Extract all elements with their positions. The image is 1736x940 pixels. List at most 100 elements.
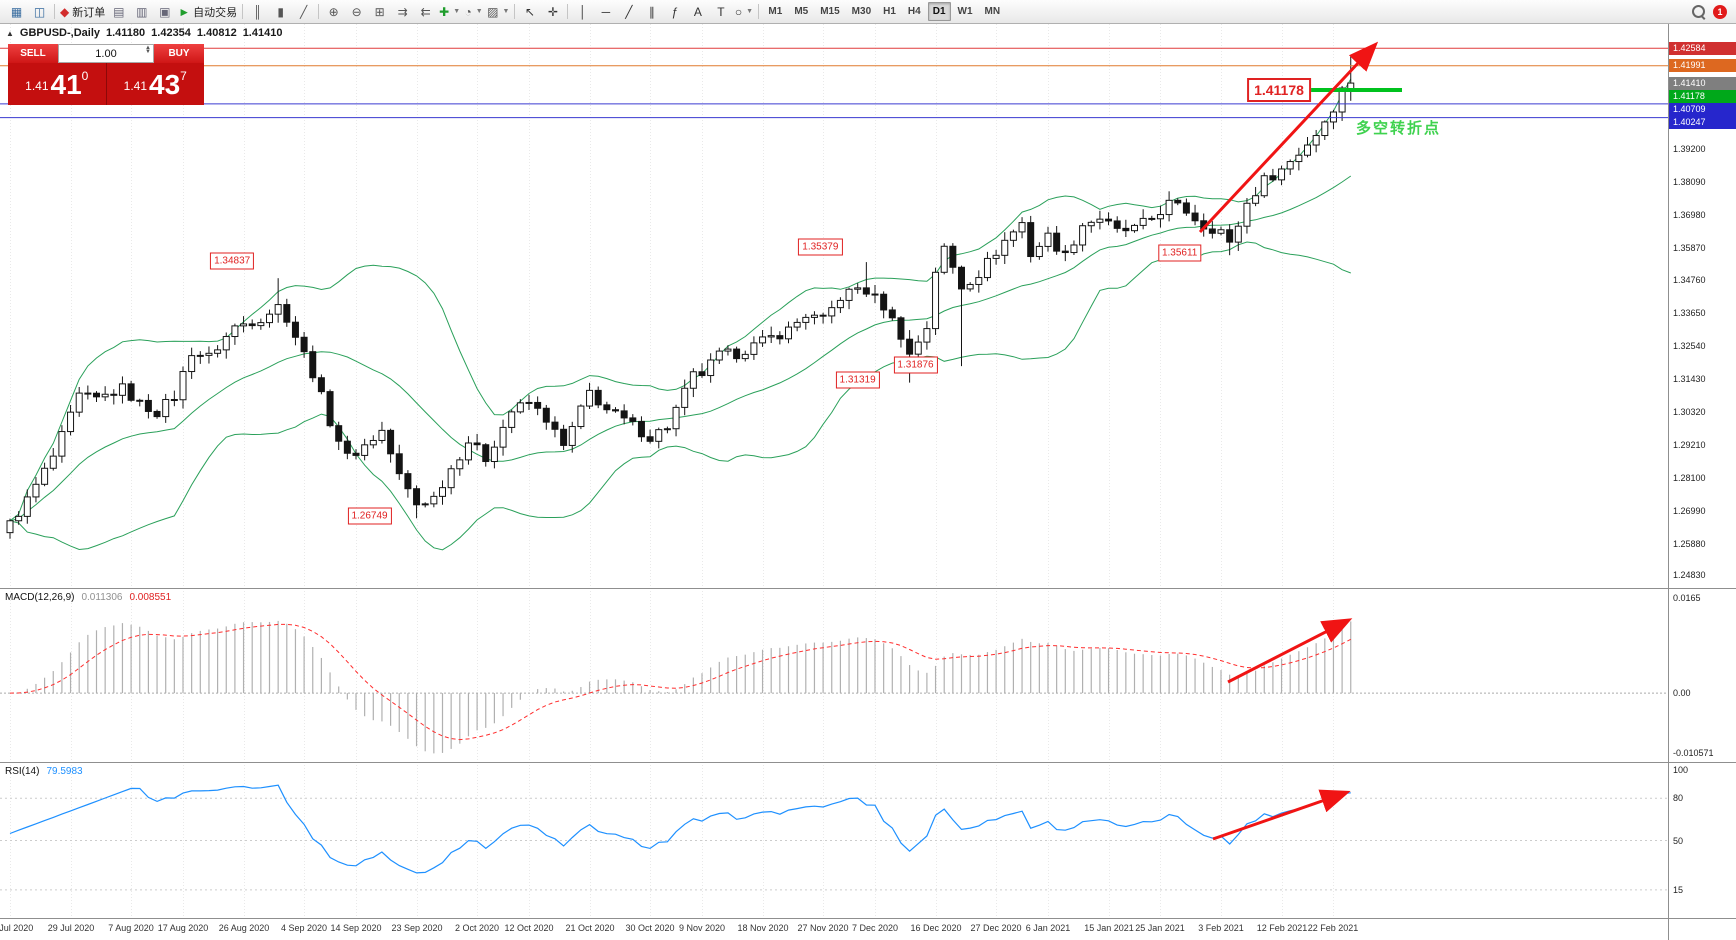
price-axis-tick: 1.30320 — [1673, 407, 1706, 418]
auto-scroll-icon[interactable]: ⇉ — [391, 2, 414, 22]
macd-panel-separator[interactable] — [0, 588, 1736, 589]
grid-lines — [10, 24, 1334, 918]
volume-input[interactable]: 1.00 ▲ ▼ — [58, 44, 154, 63]
shapes-icon[interactable]: ○ ▼ — [732, 2, 755, 22]
horizontal-line-icon[interactable]: ─ — [594, 2, 617, 22]
chart-shift-icon[interactable]: ⇇ — [414, 2, 437, 22]
timeframe-h1[interactable]: H1 — [883, 6, 896, 17]
price-axis-tick: 1.34760 — [1673, 275, 1706, 286]
sell-price[interactable]: 1.41 41 0 — [8, 63, 107, 105]
indicators-icon[interactable]: ✚ ▼ — [437, 2, 462, 22]
candlestick-mode-icon[interactable]: ▮ — [269, 2, 292, 22]
toolbar-separator — [567, 4, 569, 19]
new-chart-icon[interactable]: ▦ — [5, 2, 28, 22]
price-axis-tick: 1.33650 — [1673, 308, 1706, 319]
timeframe-h4[interactable]: H4 — [907, 6, 921, 17]
rsi-label: RSI(14) 79.5983 — [5, 766, 83, 777]
toolbar-separator — [514, 4, 516, 19]
date-axis-label: 7 Aug 2020 — [108, 923, 154, 933]
price-axis-tick: 1.29210 — [1673, 440, 1706, 451]
tile-windows-icon[interactable]: ⊞ — [368, 2, 391, 22]
vertical-line-icon[interactable]: │ — [571, 2, 594, 22]
trend-arrow-3[interactable] — [1212, 789, 1351, 841]
fibonacci-icon[interactable]: ƒ — [663, 2, 686, 22]
level-lines[interactable] — [0, 47, 1668, 119]
price-flag-1.31319[interactable]: 1.31319 — [835, 371, 880, 389]
crosshair-glyph-icon: ✛ — [547, 4, 558, 19]
timeframe-d1[interactable]: D1 — [927, 2, 951, 21]
crosshair-icon[interactable]: ✛ — [541, 2, 564, 22]
price-axis-tick: 1.24830 — [1673, 570, 1706, 581]
ohlc-close: 1.41410 — [242, 27, 283, 39]
price-axis-tick: 1.31430 — [1673, 374, 1706, 385]
date-axis-label: 20 Jul 2020 — [0, 923, 34, 933]
market-watch-icon[interactable]: ▤ — [107, 2, 130, 22]
text-label-icon[interactable]: T — [709, 2, 732, 22]
buy-price[interactable]: 1.41 43 7 — [106, 63, 204, 105]
trend-arrow-1[interactable] — [1198, 41, 1379, 234]
notifications-badge[interactable]: 1 — [1713, 4, 1727, 19]
equidistant-channel-icon[interactable]: ∥ — [640, 2, 663, 22]
trend-arrow-2[interactable] — [1227, 618, 1353, 684]
bar-chart-mode-icon[interactable]: ║ — [246, 2, 269, 22]
text-icon[interactable]: A — [686, 2, 709, 22]
spinner-up-icon[interactable]: ▲ — [145, 45, 151, 51]
templates-dropdown-icon[interactable]: ▼ — [502, 8, 510, 15]
shapes-dropdown-icon[interactable]: ▼ — [746, 8, 753, 15]
rsi-panel-separator[interactable] — [0, 762, 1736, 763]
shapes-glyph-icon: ○ — [734, 4, 743, 19]
timeframe-m5[interactable]: M5 — [794, 6, 809, 17]
price-flag-1.35611[interactable]: 1.35611 — [1157, 244, 1202, 262]
price-flag-1.35379[interactable]: 1.35379 — [798, 238, 843, 256]
periods-icon[interactable]: ◔ ▼ — [462, 2, 485, 22]
price-flag-1.26749[interactable]: 1.26749 — [347, 507, 392, 525]
sell-button[interactable]: SELL — [8, 44, 58, 63]
timeframe-m30[interactable]: M30 — [851, 6, 872, 17]
zoom-out-icon[interactable]: ⊖ — [345, 2, 368, 22]
spinner-down-icon[interactable]: ▼ — [145, 48, 151, 55]
macd-value-main: 0.011306 — [81, 592, 123, 603]
rsi-value: 79.5983 — [46, 766, 83, 777]
macd-indicator — [0, 620, 1668, 754]
line-chart-mode-glyph-icon: ╱ — [300, 4, 308, 19]
terminal-icon[interactable]: ▣ — [153, 2, 176, 22]
price-tag-1.41178: 1.41178 — [1669, 89, 1736, 103]
date-axis-separator — [0, 918, 1736, 919]
trendline-icon[interactable]: ╱ — [617, 2, 640, 22]
price-flag-1.41178[interactable]: 1.41178 — [1247, 77, 1311, 102]
price-flag-1.34837[interactable]: 1.34837 — [210, 252, 255, 270]
chinese-annotation[interactable]: 多空转折点 — [1356, 120, 1442, 137]
autotrading-button[interactable]: ► 自动交易 — [176, 2, 239, 22]
ohlc-high: 1.42354 — [151, 27, 191, 39]
zoom-out-glyph-icon: ⊖ — [351, 4, 362, 19]
price-tag-1.42584: 1.42584 — [1669, 41, 1736, 55]
date-axis-label: 12 Oct 2020 — [504, 923, 554, 933]
periods-dropdown-icon[interactable]: ▼ — [475, 8, 483, 15]
indicators-dropdown-icon[interactable]: ▼ — [453, 8, 461, 15]
templates-icon[interactable]: ▨ ▼ — [485, 2, 511, 22]
line-chart-mode-icon[interactable]: ╱ — [292, 2, 315, 22]
symbol-name: GBPUSD-,Daily — [19, 27, 100, 39]
timeframe-w1[interactable]: W1 — [957, 6, 973, 17]
zoom-in-icon[interactable]: ⊕ — [322, 2, 345, 22]
timeframe-m15[interactable]: M15 — [820, 6, 840, 17]
collapse-panel-icon[interactable]: ▲ — [6, 28, 14, 38]
date-axis-label: 6 Jan 2021 — [1025, 923, 1071, 933]
search-icon[interactable] — [1692, 5, 1705, 18]
date-axis-label: 22 Feb 2021 — [1307, 923, 1359, 933]
trendline-glyph-icon: ╱ — [625, 4, 633, 19]
price-flag-1.31876[interactable]: 1.31876 — [893, 356, 938, 374]
macd-axis-max: 0.0165 — [1673, 593, 1701, 603]
volume-spinner[interactable]: ▲ ▼ — [145, 45, 151, 55]
timeframe-mn[interactable]: MN — [984, 6, 1001, 17]
data-window-icon[interactable]: ▥ — [130, 2, 153, 22]
one-click-trading-panel: SELL 1.00 ▲ ▼ BUY 1.41 41 0 1.41 43 7 — [8, 44, 204, 105]
periods-glyph-icon: ◔ — [464, 4, 472, 19]
cursor-icon[interactable]: ↖ — [518, 2, 541, 22]
new-order-button[interactable]: ◆ 新订单 — [58, 2, 107, 22]
price-axis-tick: 1.35870 — [1673, 242, 1706, 253]
chart-profiles-icon[interactable]: ◫ — [28, 2, 51, 22]
buy-button[interactable]: BUY — [154, 44, 204, 63]
timeframe-m1[interactable]: M1 — [768, 6, 783, 17]
